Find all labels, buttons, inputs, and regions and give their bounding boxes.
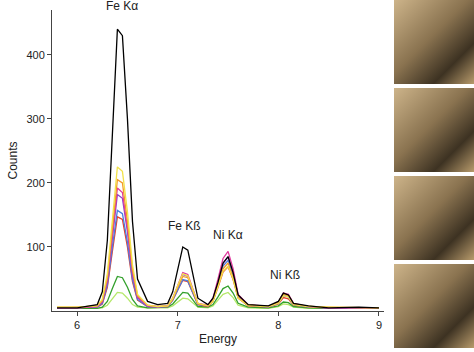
svg-text:Energy: Energy: [199, 332, 237, 346]
svg-text:Fe Kß: Fe Kß: [168, 219, 201, 233]
svg-text:6: 6: [74, 319, 80, 331]
svg-text:9: 9: [376, 319, 382, 331]
svg-text:300: 300: [26, 113, 44, 125]
svg-text:400: 400: [26, 49, 44, 61]
svg-text:200: 200: [26, 177, 44, 189]
svg-text:7: 7: [175, 319, 181, 331]
svg-text:8: 8: [275, 319, 281, 331]
svg-text:Ni Kß: Ni Kß: [270, 268, 300, 282]
svg-text:100: 100: [26, 241, 44, 253]
svg-text:Fe Kα: Fe Kα: [106, 0, 138, 13]
svg-text:Counts: Counts: [6, 141, 20, 179]
svg-text:Ni Kα: Ni Kα: [213, 228, 243, 242]
